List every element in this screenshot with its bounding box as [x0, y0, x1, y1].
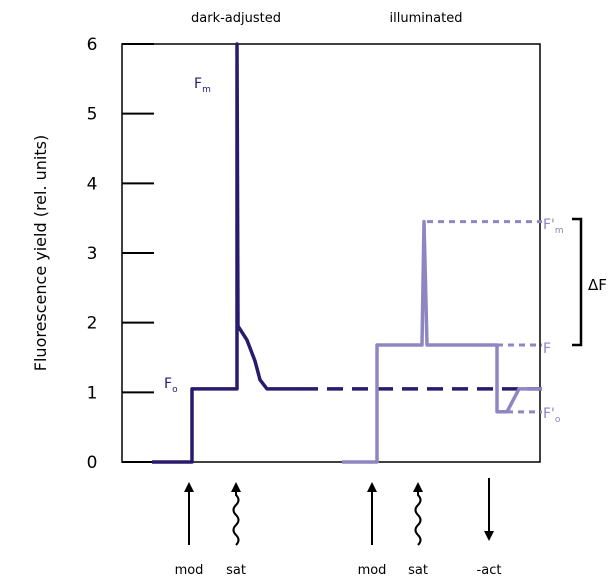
y-tick-label: 5 — [87, 105, 98, 125]
y-tick-label: 2 — [87, 314, 98, 334]
point-label-4: F'o — [543, 406, 561, 425]
point-label-3: F — [543, 341, 551, 357]
plot-frame — [121, 43, 541, 463]
y-tick-label: 0 — [87, 453, 98, 473]
wavy-arrow-up-icon — [231, 482, 241, 546]
arrow-label-4: -act — [477, 563, 502, 578]
y-axis-label: Fluorescence yield (rel. units) — [31, 135, 50, 371]
y-tick-label: 6 — [87, 35, 98, 55]
arrow-label-2: mod — [358, 563, 387, 578]
delta-f-label: ΔF — [588, 276, 607, 294]
section-label-illuminated: illuminated — [390, 11, 463, 26]
series-line-0 — [152, 42, 302, 464]
point-label-0: Fm — [194, 76, 211, 95]
wavy-arrow-up-icon — [413, 482, 423, 546]
y-tick-label: 3 — [87, 244, 98, 264]
arrow-label-3: sat — [408, 563, 428, 578]
delta-f-bracket — [572, 217, 583, 347]
arrow-label-1: sat — [226, 563, 246, 578]
section-label-dark-adjusted: dark-adjusted — [191, 11, 281, 26]
arrow-label-0: mod — [175, 563, 204, 578]
point-label-1: Fo — [164, 376, 178, 395]
y-tick-label: 1 — [87, 383, 98, 403]
point-label-2: F'm — [543, 217, 564, 236]
series-line-1 — [342, 219, 542, 464]
y-tick-label: 4 — [87, 174, 98, 194]
